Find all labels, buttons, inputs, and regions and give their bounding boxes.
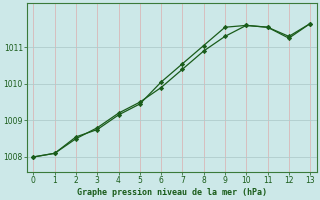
X-axis label: Graphe pression niveau de la mer (hPa): Graphe pression niveau de la mer (hPa) [77,188,267,197]
